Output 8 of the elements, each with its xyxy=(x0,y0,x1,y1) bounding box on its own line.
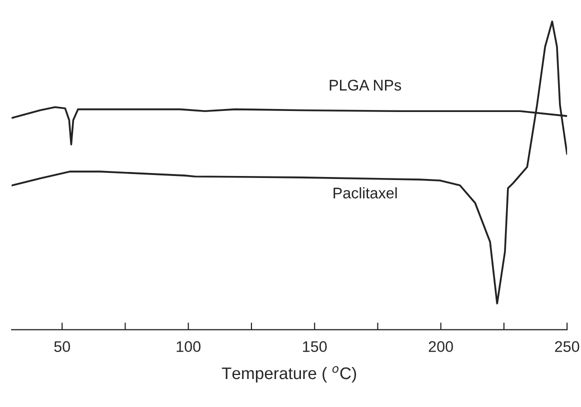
series-label: Paclitaxel xyxy=(334,187,397,198)
x-tick-label: 50 xyxy=(54,341,70,352)
series-label: PLGA NPs xyxy=(330,80,402,91)
x-tick-label: 150 xyxy=(303,341,327,352)
x-tick-label: 100 xyxy=(176,341,200,352)
x-tick-label: 200 xyxy=(428,341,453,352)
x-axis-title: Temperature ( $^{o}$C) xyxy=(222,366,356,383)
x-tick-label: 250 xyxy=(555,341,580,352)
